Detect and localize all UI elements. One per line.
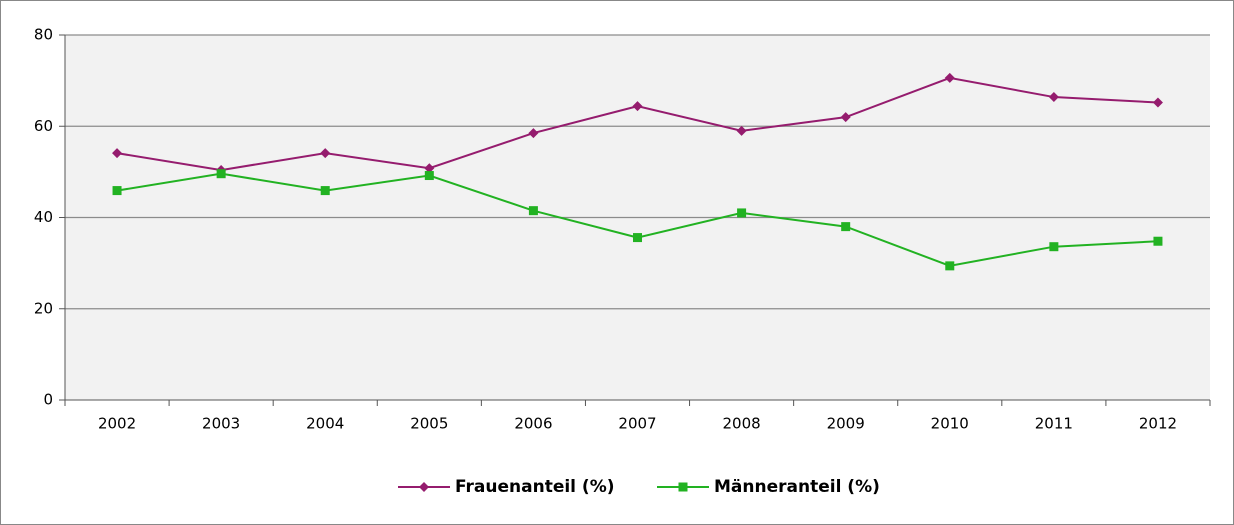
data-point <box>424 171 434 181</box>
data-point <box>632 101 643 112</box>
legend-label: Männeranteil (%) <box>714 477 880 497</box>
x-tick-label: 2004 <box>306 415 344 433</box>
data-point <box>841 222 851 232</box>
data-point <box>944 72 955 83</box>
data-point <box>528 128 539 139</box>
data-point <box>736 125 747 136</box>
x-tick-label: 2005 <box>410 415 448 433</box>
y-tick-label: 40 <box>34 208 53 226</box>
x-tick-label: 2012 <box>1139 415 1177 433</box>
data-point <box>320 186 330 196</box>
legend-marker <box>678 482 688 492</box>
data-point <box>320 148 331 159</box>
data-point <box>737 208 747 218</box>
data-point <box>945 261 955 271</box>
y-tick-label: 20 <box>34 299 53 317</box>
y-tick-label: 80 <box>34 26 53 44</box>
x-tick-label: 2002 <box>98 415 136 433</box>
legend-marker <box>419 482 429 492</box>
data-point <box>1153 236 1163 246</box>
data-point <box>112 186 122 196</box>
x-tick-label: 2006 <box>514 415 552 433</box>
data-point <box>112 148 123 159</box>
y-tick-label: 60 <box>34 117 53 135</box>
x-tick-label: 2009 <box>827 415 865 433</box>
data-point <box>424 163 435 174</box>
data-point <box>1048 92 1059 103</box>
y-tick-label: 0 <box>43 391 53 409</box>
data-point <box>840 112 851 123</box>
data-point <box>633 233 642 243</box>
x-tick-label: 2010 <box>931 415 969 433</box>
data-point <box>528 206 538 216</box>
legend-label: Frauenanteil (%) <box>455 477 615 497</box>
data-point <box>216 169 226 179</box>
x-tick-label: 2003 <box>202 415 240 433</box>
x-tick-label: 2008 <box>722 415 760 433</box>
x-tick-label: 2011 <box>1035 415 1073 433</box>
data-point <box>1152 97 1163 108</box>
x-tick-label: 2007 <box>618 415 656 433</box>
data-point <box>1049 242 1059 252</box>
